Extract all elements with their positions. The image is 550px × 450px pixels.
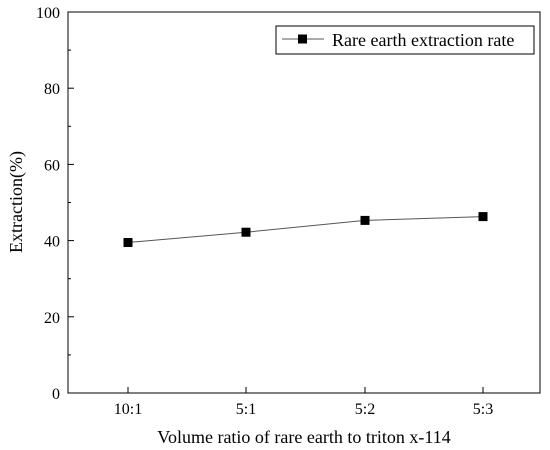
x-tick-label: 5:1 [236,401,256,418]
x-axis-label: Volume ratio of rare earth to triton x-1… [157,427,450,447]
data-point [241,227,251,237]
x-tick-label: 10:1 [114,401,142,418]
plot-frame [67,11,541,394]
x-tick-label: 5:2 [355,401,375,418]
series-line [127,216,484,244]
y-tick-label: 0 [52,386,60,403]
y-axis-ticks: 0 20 40 60 80 100 [36,5,74,403]
legend: Rare earth extraction rate [275,25,535,55]
y-axis-label: Extraction(%) [6,151,27,253]
y-tick-label: 40 [44,234,60,251]
legend-label: Rare earth extraction rate [332,30,514,50]
y-tick-label: 100 [36,5,60,22]
series-layer [123,212,488,248]
y-tick-label: 60 [44,157,60,174]
x-axis-ticks: 10:1 5:1 5:2 5:3 [114,387,493,418]
legend-box [275,25,535,55]
legend-marker [298,34,307,44]
data-point [123,238,133,248]
data-point [478,212,488,222]
y-tick-label: 80 [44,81,60,98]
y-tick-label: 20 [44,310,60,327]
x-tick-label: 5:3 [473,401,493,418]
data-point [360,215,370,225]
